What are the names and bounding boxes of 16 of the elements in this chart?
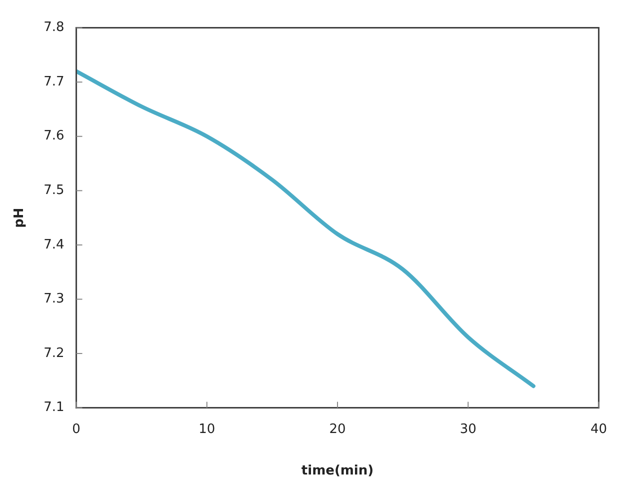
x-tick-label: 30	[460, 422, 476, 437]
y-tick-label: 7.5	[44, 183, 64, 198]
line-series	[76, 69, 536, 388]
x-tick-label: 0	[72, 422, 80, 437]
y-tick-label: 7.6	[44, 128, 64, 144]
x-axis-title: time(min)	[301, 464, 374, 479]
x-tick-label: 40	[590, 422, 607, 437]
x-tick-label: 20	[329, 422, 346, 437]
y-tick-label: 7.2	[44, 346, 64, 361]
y-axis-title: pH	[12, 208, 28, 228]
y-tick-label: 7.7	[44, 74, 64, 90]
y-tick-label: 7.8	[44, 20, 64, 36]
x-tick-label: 10	[198, 422, 216, 437]
y-tick-label: 7.1	[44, 400, 64, 416]
y-tick-label: 7.4	[44, 237, 64, 252]
y-tick-label: 7.3	[44, 292, 64, 307]
